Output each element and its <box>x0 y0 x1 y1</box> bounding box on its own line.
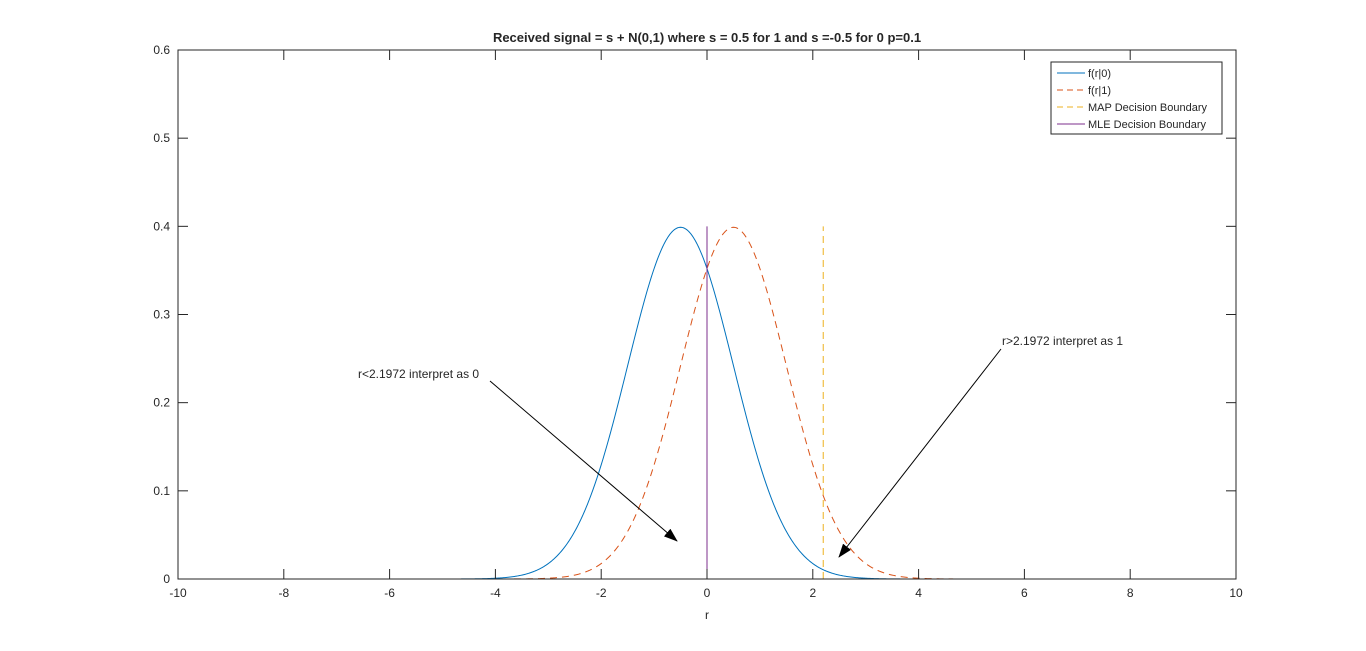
annotation-arrow-0 <box>489 380 678 542</box>
y-tick-label: 0.3 <box>153 308 170 322</box>
x-tick-label: -8 <box>278 586 289 600</box>
annotations: r<2.1972 interpret as 0 r>2.1972 interpre… <box>358 334 1123 558</box>
x-tick-label: 10 <box>1229 586 1243 600</box>
x-tick-label: 8 <box>1127 586 1134 600</box>
legend-label-2: MAP Decision Boundary <box>1088 102 1208 114</box>
legend-label-3: MLE Decision Boundary <box>1088 119 1207 131</box>
y-tick-label: 0.1 <box>153 484 170 498</box>
y-tick-label: 0.6 <box>153 43 170 57</box>
legend-label-1: f(r|1) <box>1088 85 1111 97</box>
legend-label-0: f(r|0) <box>1088 68 1111 80</box>
x-axis-label: r <box>705 608 709 622</box>
x-tick-label: 0 <box>704 586 711 600</box>
annotation-arrow-1 <box>838 348 1002 558</box>
y-tick-label: 0.2 <box>153 396 170 410</box>
x-tick-label: -6 <box>384 586 395 600</box>
annotation-text-0: r<2.1972 interpret as 0 <box>358 367 479 381</box>
x-tick-label: -10 <box>169 586 187 600</box>
y-tick-label: 0 <box>163 572 170 586</box>
x-tick-label: 6 <box>1021 586 1028 600</box>
x-tick-label: -2 <box>596 586 607 600</box>
axes <box>177 49 1237 580</box>
y-tick-label: 0.5 <box>153 131 170 145</box>
legend-box <box>1050 61 1223 135</box>
tick-labels: -10 -8 -6 -4 -2 0 2 4 6 8 10 0 0.1 0.2 0.3 0.4 0.5 0.6 <box>153 43 1243 600</box>
y-tick-label: 0.4 <box>153 219 170 233</box>
x-tick-label: -4 <box>490 586 501 600</box>
annotation-text-1: r>2.1972 interpret as 1 <box>1002 334 1123 348</box>
x-tick-label: 4 <box>915 586 922 600</box>
legend: f(r|0) f(r|1) MAP Decision Boundary MLE Dec… <box>1050 61 1223 135</box>
x-tick-label: 2 <box>809 586 816 600</box>
chart-title: Received signal = s + N(0,1) where s = 0… <box>493 30 921 45</box>
